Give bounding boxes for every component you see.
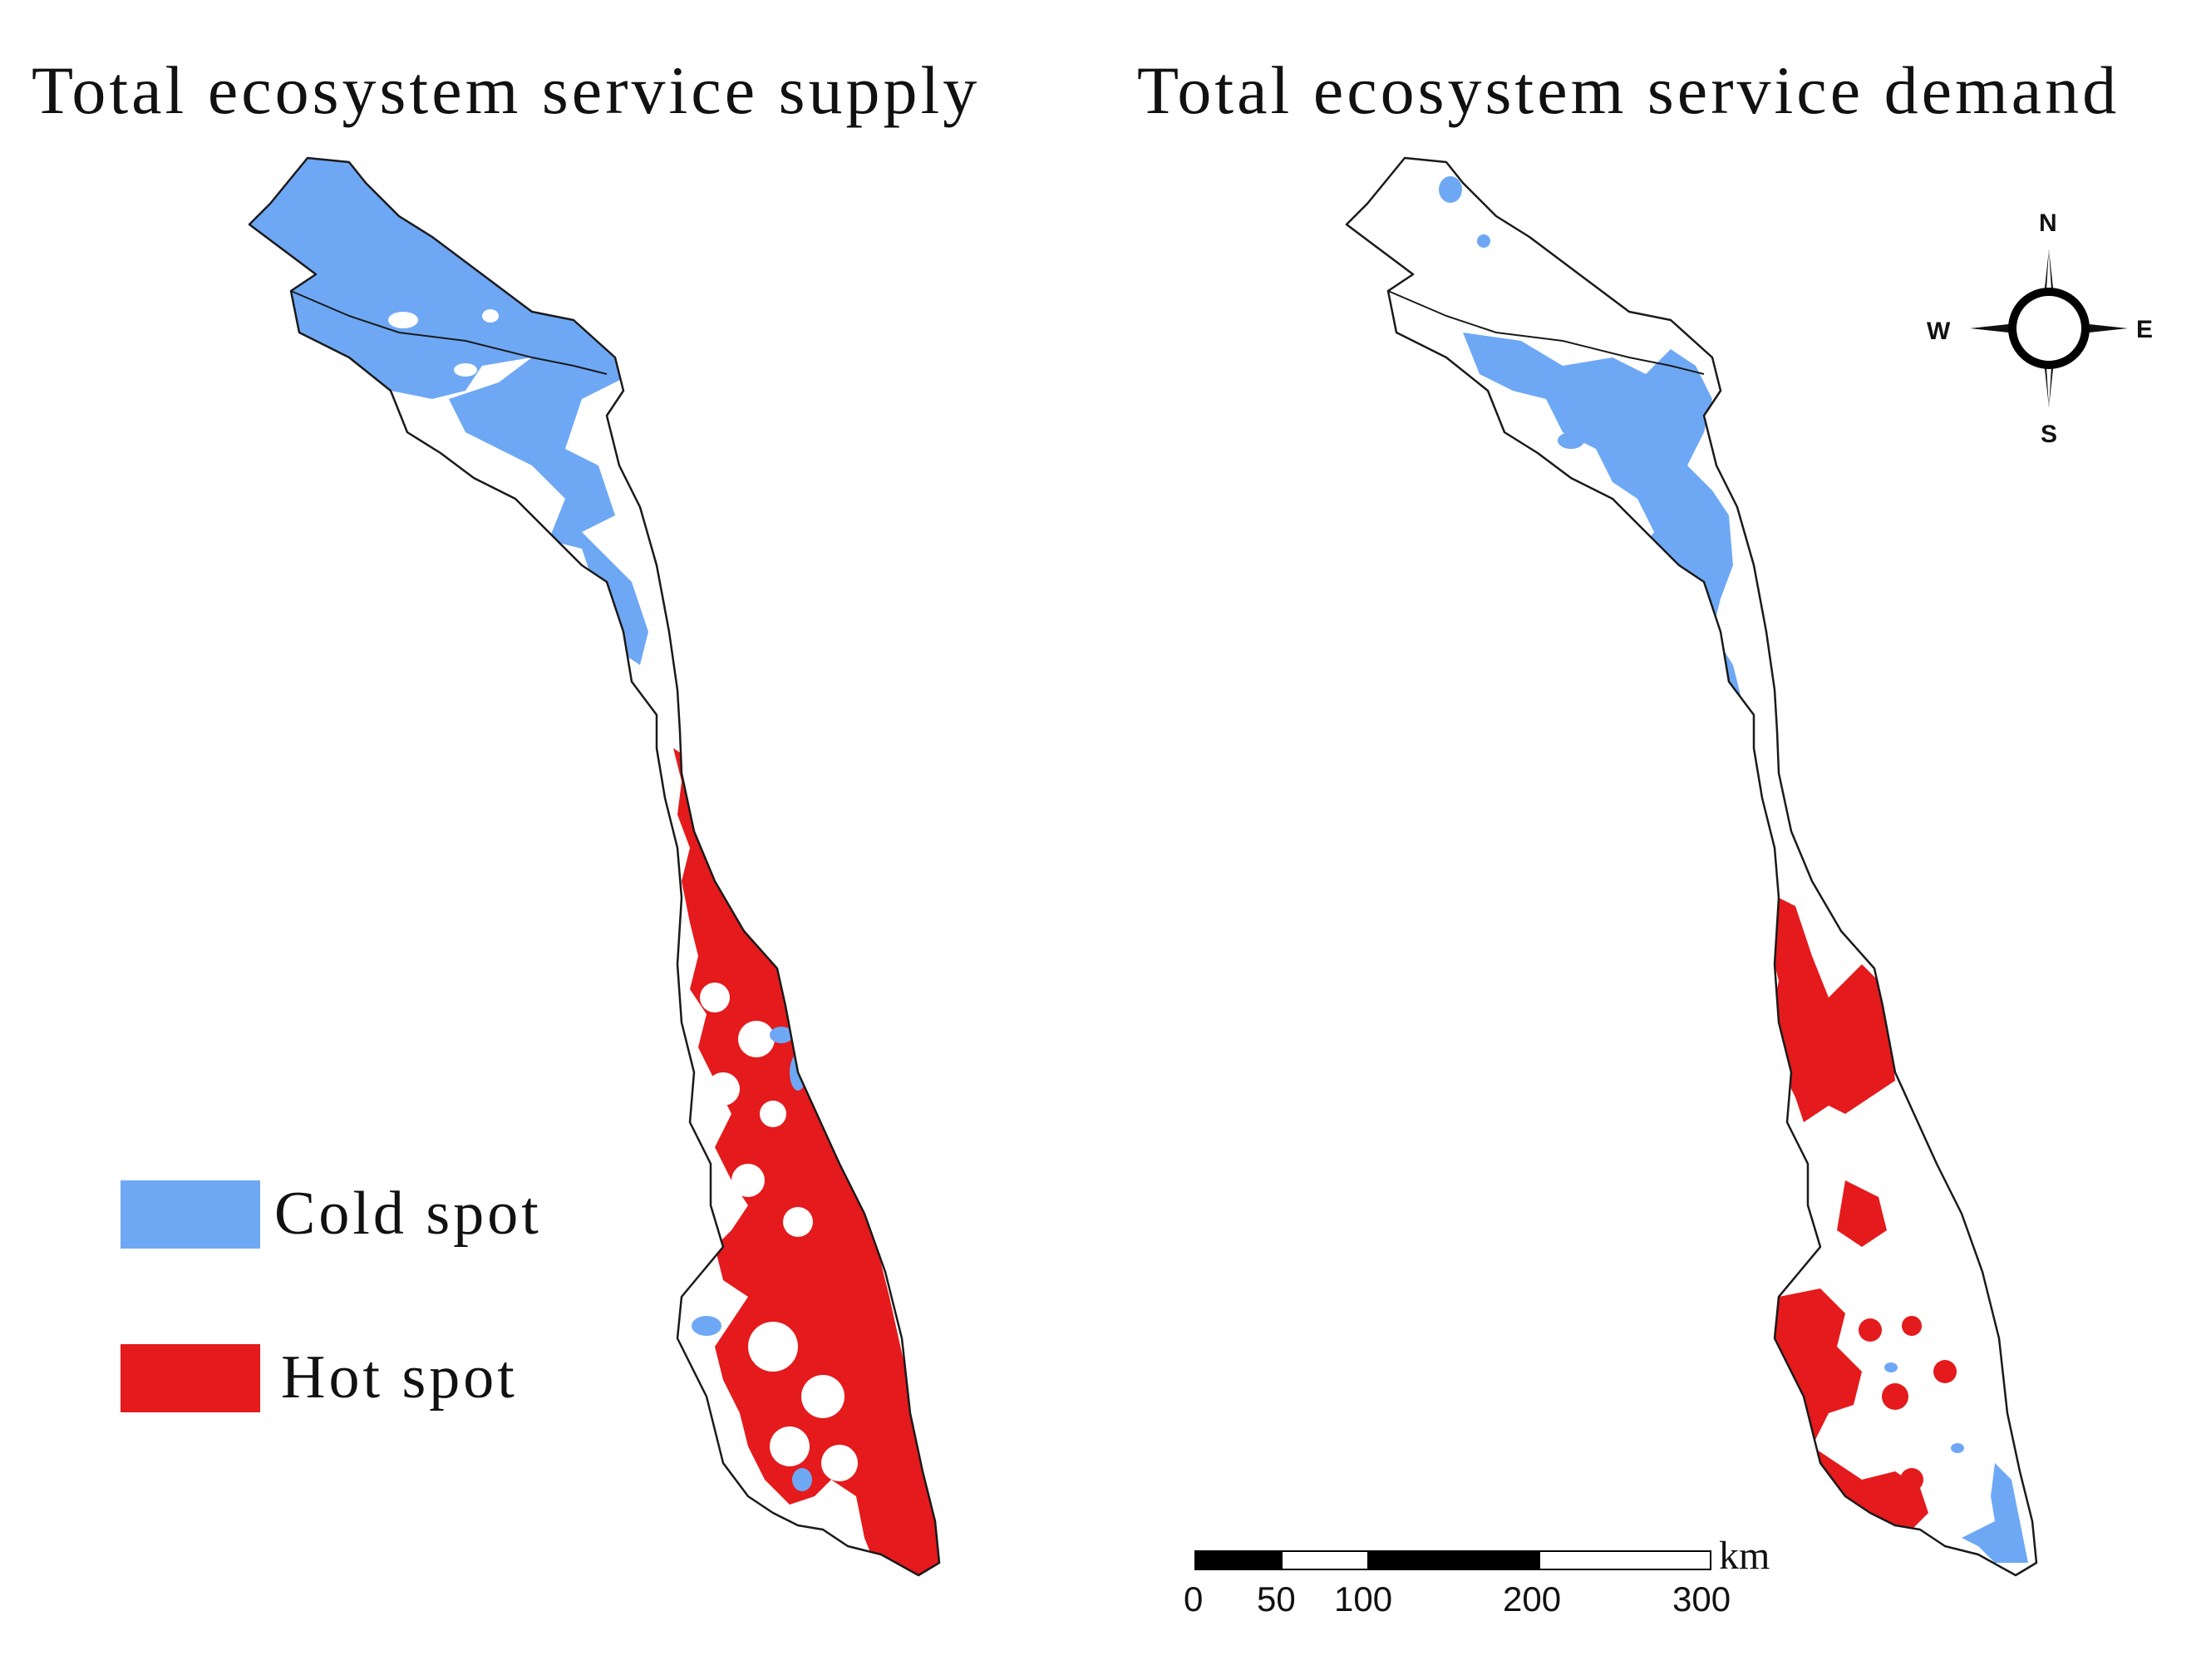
supply-cold-region (249, 158, 648, 665)
scale-tick-300: 300 (1672, 1579, 1731, 1618)
compass-north-label: N (2039, 209, 2057, 237)
demand-map (1345, 156, 2038, 1577)
legend-label-cold: Cold spot (274, 1180, 542, 1248)
supply-boundary (248, 156, 941, 1577)
supply-hot-region (673, 748, 939, 1575)
scale-unit: km (1719, 1534, 1770, 1578)
scale-tick-200: 200 (1503, 1579, 1562, 1618)
supply-internal-boundary (290, 290, 608, 375)
legend-swatch-cold (121, 1180, 260, 1249)
legend-label-hot: Hot spot (281, 1343, 518, 1411)
compass-south-label: S (2041, 421, 2058, 448)
demand-boundary (1345, 156, 2038, 1577)
scale-tick-0: 0 (1184, 1579, 1204, 1618)
legend-swatch-hot (121, 1344, 260, 1412)
demand-internal-boundary (1387, 290, 1705, 375)
demand-cold-region (1463, 333, 1746, 732)
north-arrow-compass (1970, 249, 2128, 407)
scale-tick-50: 50 (1257, 1579, 1296, 1618)
demand-map-title: Total ecosystem service demand (1137, 52, 2120, 128)
scale-bar (1194, 1550, 1711, 1570)
demand-hot-region (1770, 898, 1895, 1122)
scale-tick-100: 100 (1334, 1579, 1393, 1618)
compass-west-label: W (1927, 318, 1951, 345)
supply-map-title: Total ecosystem service supply (32, 52, 981, 128)
compass-east-label: E (2136, 316, 2154, 343)
